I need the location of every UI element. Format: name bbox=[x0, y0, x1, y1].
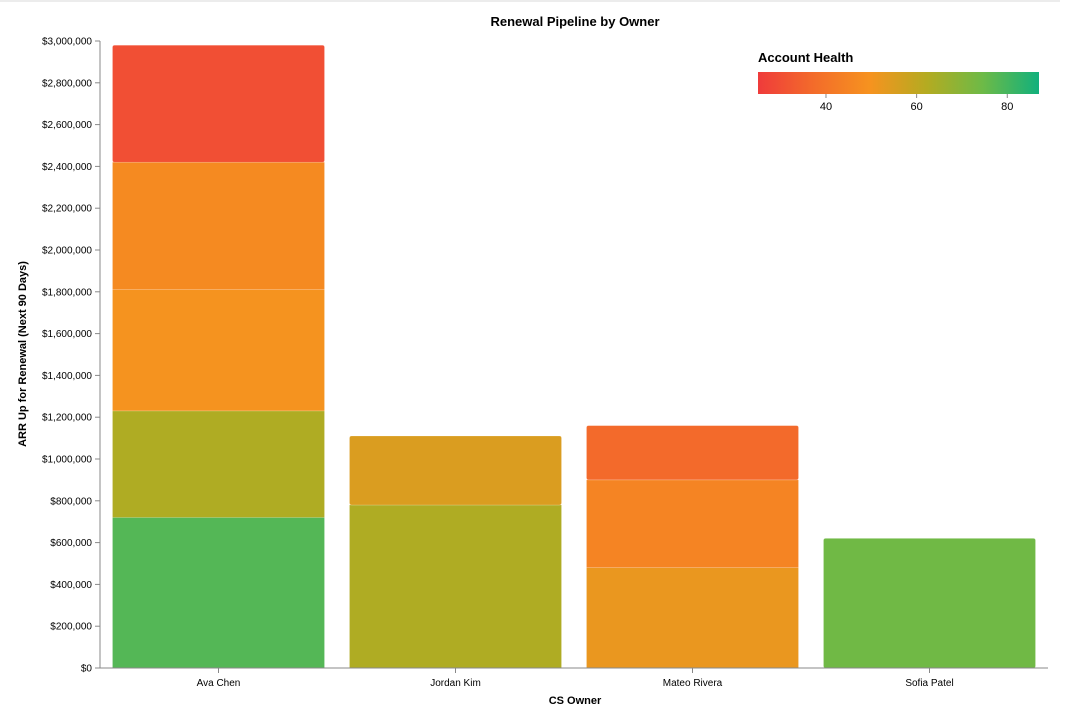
y-tick-label: $400,000 bbox=[50, 580, 92, 591]
bar-segment[interactable] bbox=[586, 479, 799, 568]
legend-gradient bbox=[758, 72, 1039, 94]
bar-segment[interactable] bbox=[823, 538, 1036, 669]
bar-segment[interactable] bbox=[112, 517, 325, 669]
y-axis: $0 $200,000 $400,000 $600,000 $800,000 $1,000… bbox=[42, 37, 101, 675]
y-tick-label: $0 bbox=[81, 664, 93, 675]
legend-label: 40 bbox=[820, 101, 832, 113]
y-tick-label: $2,800,000 bbox=[42, 78, 92, 89]
y-tick-label: $600,000 bbox=[50, 538, 92, 549]
bar-segment[interactable] bbox=[586, 567, 799, 669]
y-tick-label: $2,400,000 bbox=[42, 162, 92, 173]
y-tick-label: $2,200,000 bbox=[42, 204, 92, 215]
x-axis-title: CS Owner bbox=[549, 695, 602, 707]
x-axis: Ava Chen Jordan Kim Mateo Rivera Sofia Pate… bbox=[100, 667, 1048, 689]
bar-segment[interactable] bbox=[112, 410, 325, 518]
bar-segment[interactable] bbox=[349, 435, 562, 506]
chart-title: Renewal Pipeline by Owner bbox=[490, 14, 659, 29]
bar-segment[interactable] bbox=[586, 425, 799, 481]
x-tick-label: Sofia Patel bbox=[905, 678, 953, 689]
y-tick-label: $2,000,000 bbox=[42, 246, 92, 257]
top-divider bbox=[0, 0, 1060, 2]
legend-label: 80 bbox=[1001, 101, 1013, 113]
y-tick-label: $1,400,000 bbox=[42, 371, 92, 382]
y-axis-title: ARR Up for Renewal (Next 90 Days) bbox=[17, 261, 29, 447]
x-tick-label: Jordan Kim bbox=[430, 678, 481, 689]
bar-segment[interactable] bbox=[112, 44, 325, 163]
legend: Account Health 40 60 80 bbox=[758, 50, 1039, 113]
bars bbox=[112, 44, 1036, 669]
y-tick-label: $200,000 bbox=[50, 622, 92, 633]
legend-title: Account Health bbox=[758, 50, 853, 65]
y-tick-label: $1,000,000 bbox=[42, 455, 92, 466]
y-tick-label: $1,600,000 bbox=[42, 329, 92, 340]
bar-segment[interactable] bbox=[112, 161, 325, 290]
y-tick-label: $2,600,000 bbox=[42, 120, 92, 131]
y-tick-label: $1,800,000 bbox=[42, 287, 92, 298]
bar-segment[interactable] bbox=[349, 504, 562, 669]
bar-segment[interactable] bbox=[112, 289, 325, 412]
y-tick-label: $3,000,000 bbox=[42, 37, 92, 48]
x-tick-label: Ava Chen bbox=[197, 678, 241, 689]
y-tick-label: $1,200,000 bbox=[42, 413, 92, 424]
y-tick-label: $800,000 bbox=[50, 496, 92, 507]
legend-label: 60 bbox=[911, 101, 923, 113]
x-tick-label: Mateo Rivera bbox=[663, 678, 723, 689]
